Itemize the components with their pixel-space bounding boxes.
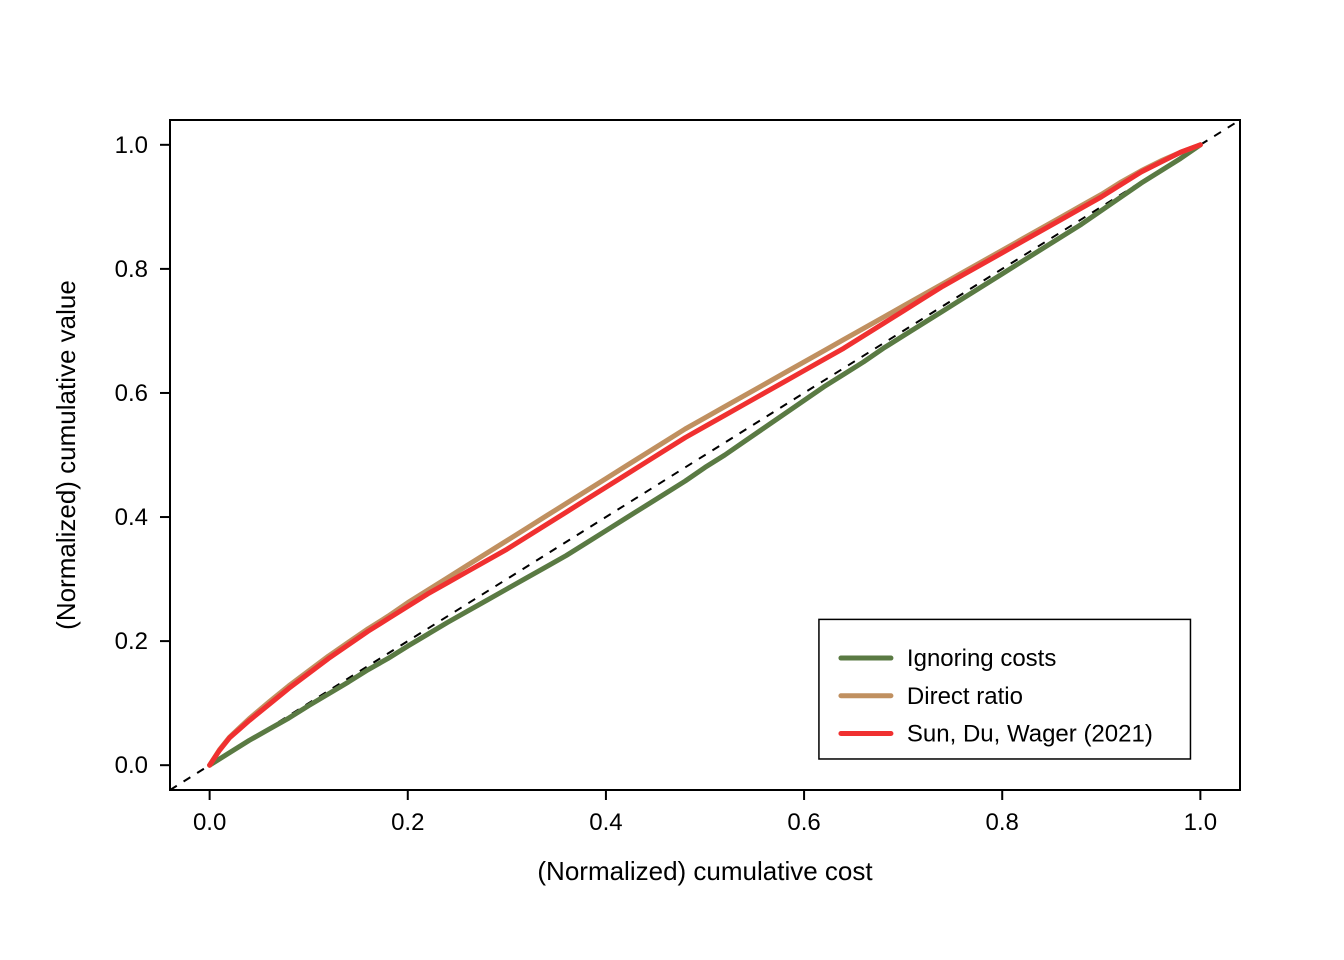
chart-container: 0.0 0.2 0.4 0.6 0.8 1.0 0.0 0.2 0.4 0.6 0.8 1.0 (Nor… — [0, 0, 1344, 960]
x-tick-label: 0.8 — [986, 809, 1019, 836]
x-tick-label: 0.2 — [391, 809, 424, 836]
y-axis-label: (Normalized) cumulative value — [51, 280, 81, 630]
x-tick-label: 0.0 — [193, 809, 226, 836]
legend-label: Direct ratio — [907, 683, 1023, 710]
x-tick-label: 0.6 — [787, 809, 820, 836]
y-tick-label: 0.6 — [115, 380, 148, 407]
y-tick-label: 1.0 — [115, 132, 148, 159]
legend-label: Sun, Du, Wager (2021) — [907, 721, 1153, 748]
y-tick-label: 0.0 — [115, 752, 148, 779]
y-tick-label: 0.4 — [115, 504, 148, 531]
y-tick-label: 0.8 — [115, 256, 148, 283]
line-chart: 0.0 0.2 0.4 0.6 0.8 1.0 0.0 0.2 0.4 0.6 0.8 1.0 (Nor… — [0, 0, 1344, 960]
x-axis-label: (Normalized) cumulative cost — [537, 856, 873, 886]
y-tick-label: 0.2 — [115, 628, 148, 655]
x-tick-label: 1.0 — [1184, 809, 1217, 836]
legend-label: Ignoring costs — [907, 645, 1056, 672]
x-tick-label: 0.4 — [589, 809, 622, 836]
